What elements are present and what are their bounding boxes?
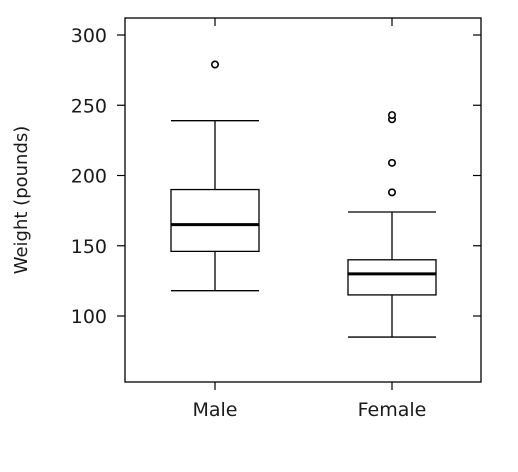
iqr-box	[170, 188, 260, 253]
y-axis-title: Weight (pounds)	[11, 126, 32, 275]
y-tick-label: 200	[71, 166, 107, 188]
iqr-box	[347, 259, 437, 296]
outlier-point	[211, 60, 220, 69]
x-axis: Male Female	[192, 18, 426, 421]
x-category-label: Female	[358, 399, 427, 421]
outlier-point	[387, 158, 396, 167]
y-tick-label: 150	[71, 236, 107, 258]
y-tick-label: 100	[71, 306, 107, 328]
box-female	[347, 111, 437, 338]
outlier-point	[387, 188, 396, 197]
plot-frame	[124, 17, 482, 383]
box-male	[170, 60, 260, 292]
y-tick-label: 250	[71, 95, 107, 117]
x-category-label: Male	[192, 399, 237, 421]
outlier-point	[387, 111, 396, 120]
boxes-layer	[170, 60, 437, 338]
y-tick-label: 300	[71, 25, 107, 47]
y-axis: 100 150 200 250 300	[71, 25, 481, 328]
